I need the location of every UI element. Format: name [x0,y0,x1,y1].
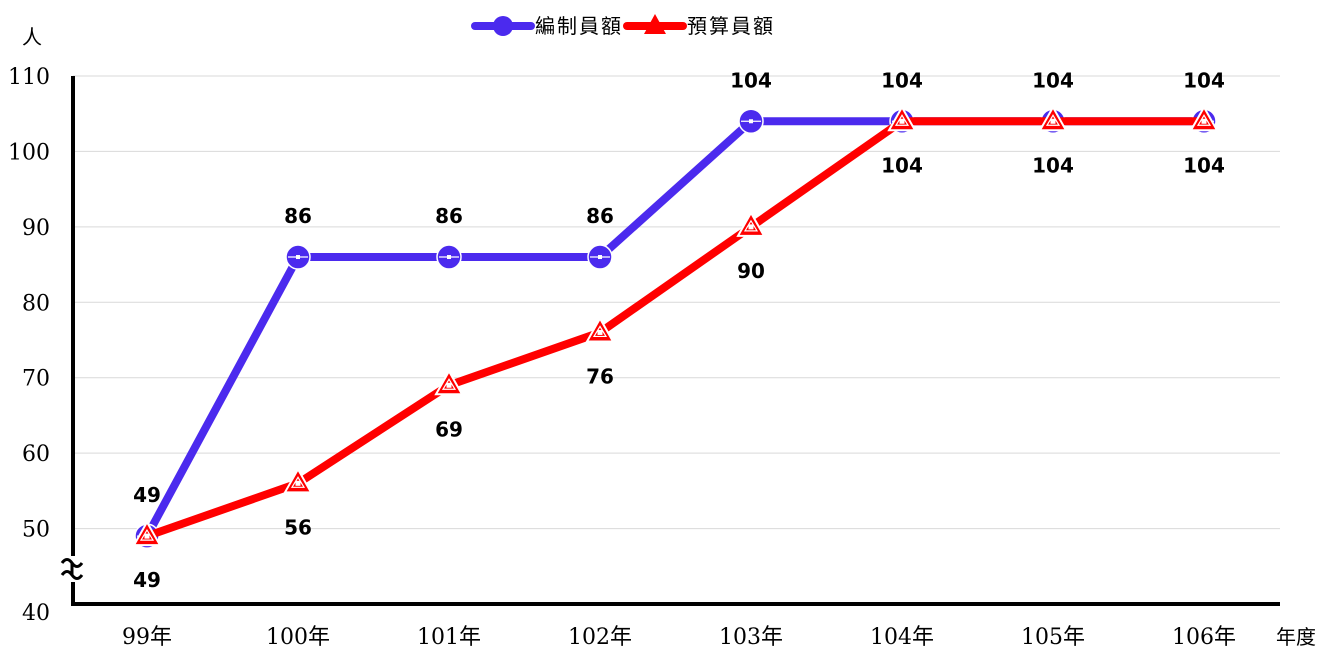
data-point-accent [597,329,603,335]
y-tick-label: 40 [22,601,50,626]
data-point-accent [743,219,759,232]
y-tick-label: 60 [22,442,50,467]
y-tick-label: 100 [8,140,50,165]
x-tick-label: 102年 [568,625,632,648]
data-label: 104 [1183,153,1225,177]
x-tick-label: 100年 [266,625,330,648]
data-point-accent [748,224,754,230]
data-labels: 49 86 86 86 104 104 104 104 49 56 69 76 90 104 104 104 [133,68,1225,592]
data-label: 76 [586,364,614,388]
y-axis-label: 人 [22,25,42,49]
x-tick-label: 103年 [719,625,783,648]
data-point-accent [144,533,150,539]
data-point-accent [447,255,451,260]
data-label: 69 [435,417,463,441]
data-label: 49 [133,483,161,507]
data-label: 90 [737,259,765,283]
data-point-accent [441,378,457,390]
data-point-accent [1201,118,1207,124]
data-point-accent [894,114,910,126]
data-label: 104 [730,68,772,92]
x-tick-label: 101年 [417,625,481,648]
data-point-accent [598,255,602,260]
y-tick-label: 110 [8,65,50,90]
x-axis-label: 年度 [1276,625,1316,648]
data-label: 86 [586,204,614,228]
series-layer [132,105,1219,549]
legend: 編制員額 預算員額 [471,14,775,38]
series-line [143,117,1208,541]
data-point-accent [899,118,905,124]
legend-label: 編制員額 [535,14,623,38]
data-label: 86 [284,204,312,228]
data-point-accent [296,255,300,260]
data-point-accent [1196,114,1212,126]
x-tick-label: 105年 [1021,625,1085,648]
y-tick-label: 80 [22,291,50,316]
data-point-accent [592,325,608,338]
legend-swatch-marker [493,16,513,36]
y-tick-label: 90 [22,216,50,241]
legend-swatch-marker [644,14,666,34]
data-label: 86 [435,204,463,228]
data-point-accent [295,480,301,486]
axes: 40 50 60 70 80 90 100 110 99年 100年 101年 102年 103年 104… [8,25,1316,650]
legend-item-2: 預算員額 [623,14,775,38]
data-point-accent [290,476,306,488]
data-label: 104 [881,153,923,177]
legend-item-1: 編制員額 [471,14,623,38]
data-label: 104 [1032,153,1074,177]
y-tick-label: 50 [22,518,50,543]
data-label: 104 [1032,68,1074,92]
data-label: 56 [284,515,312,539]
x-tick-label: 104年 [870,625,934,648]
gridlines [73,75,1280,530]
data-point-accent [446,382,452,388]
axis-break-icon [60,556,84,582]
y-tick-label: 70 [22,367,50,392]
x-tick-label: 99年 [122,625,172,648]
legend-label: 預算員額 [687,14,775,38]
data-point-accent [1050,118,1056,124]
data-point-accent [1045,114,1061,126]
series-2 [132,105,1219,547]
data-point-accent [139,528,155,541]
data-label: 49 [133,568,161,592]
data-label: 104 [881,68,923,92]
data-label: 104 [1183,68,1225,92]
x-tick-label: 106年 [1172,625,1236,648]
data-point-accent [749,119,753,124]
